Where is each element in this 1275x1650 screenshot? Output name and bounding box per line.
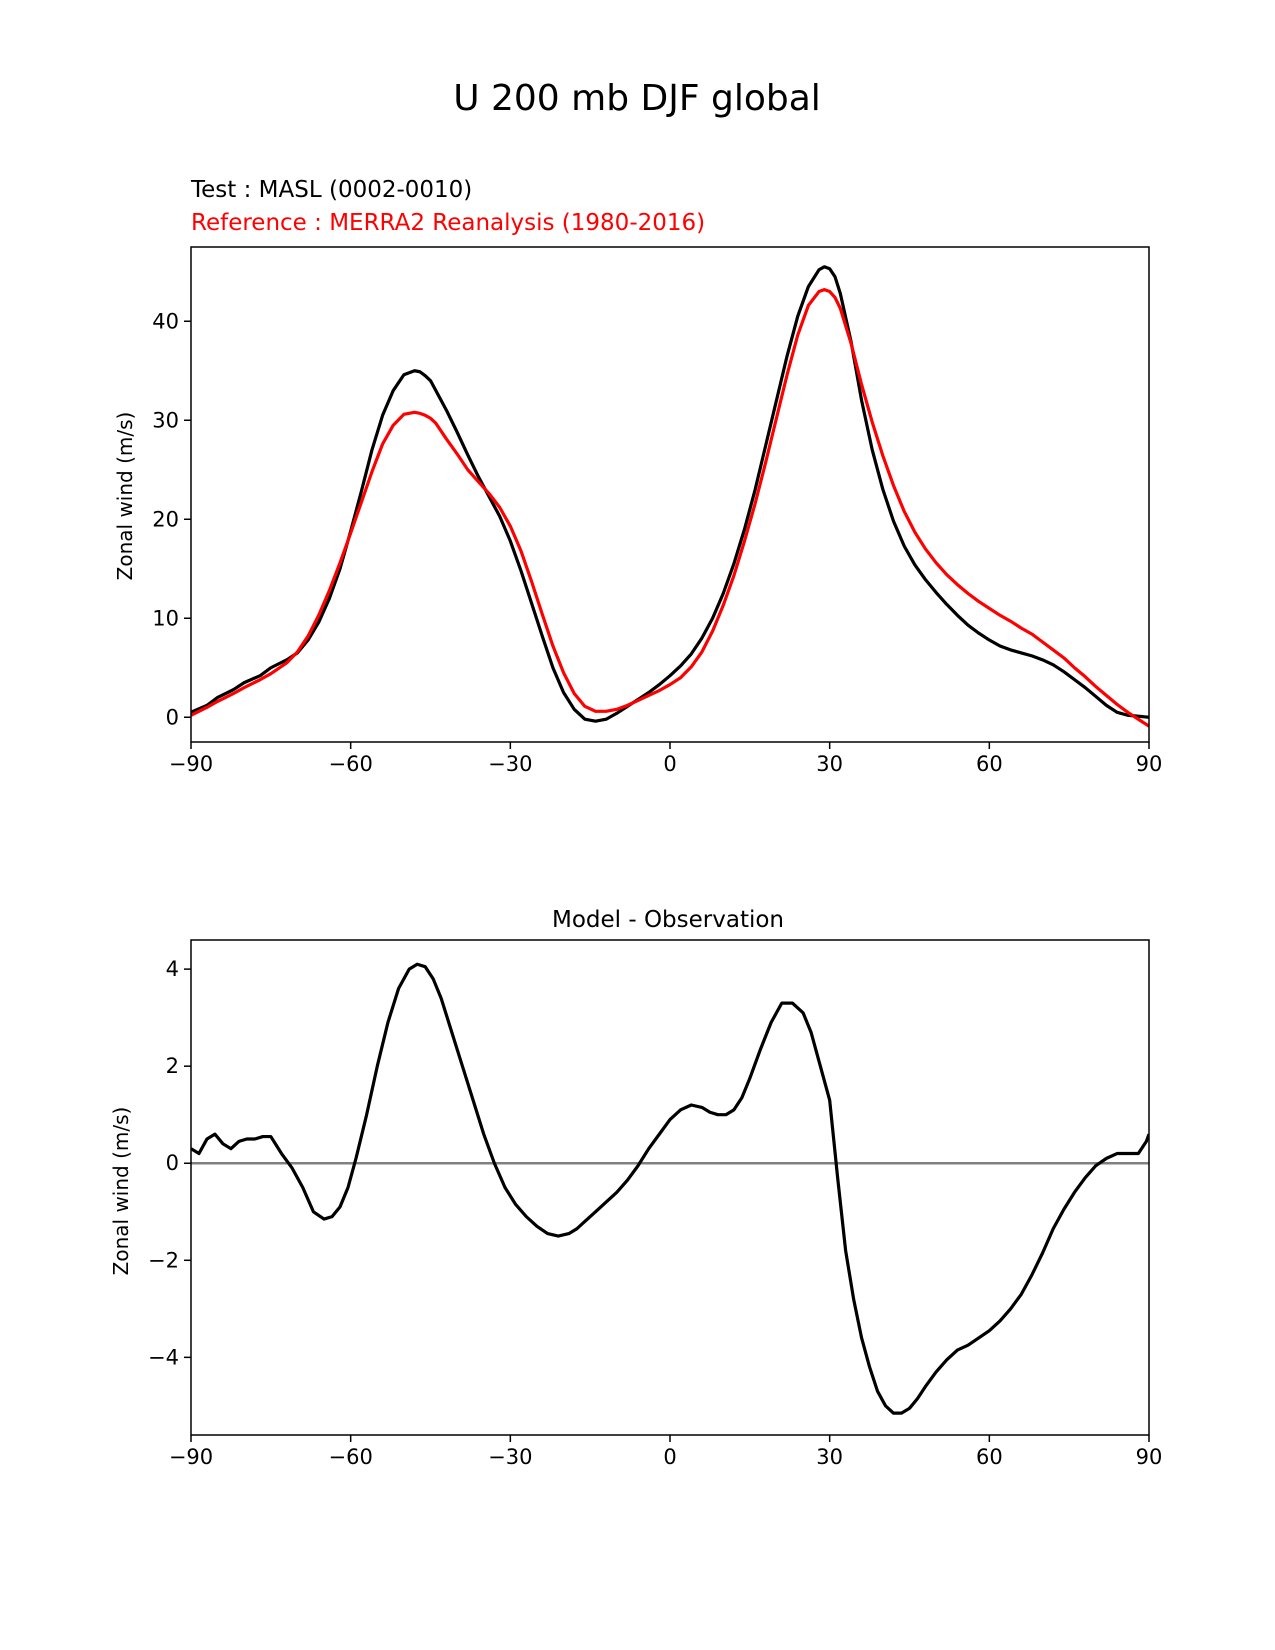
bottom-y-tick-label: 4 xyxy=(166,957,179,981)
top-test-line xyxy=(191,265,1149,723)
bottom-x-tick-label: 90 xyxy=(1136,1445,1163,1469)
top-x-ticks: −90 −60 −30 0 30 60 90 xyxy=(169,742,1163,776)
top-y-tick-label: 10 xyxy=(152,606,179,630)
top-panel: Test : MASL (0002-0010) Reference : MERR… xyxy=(113,177,1162,776)
top-y-axis-label: Zonal wind (m/s) xyxy=(113,412,137,581)
bottom-x-tick-label: 0 xyxy=(663,1445,676,1469)
bottom-y-tick-label: −2 xyxy=(148,1248,179,1272)
bottom-x-ticks: −90 −60 −30 0 30 60 90 xyxy=(169,1435,1163,1469)
test-label: Test : MASL (0002-0010) xyxy=(190,177,472,203)
top-y-ticks: 0 10 20 30 40 xyxy=(152,309,191,729)
top-y-tick-label: 40 xyxy=(152,309,179,333)
bottom-x-tick-label: −60 xyxy=(329,1445,373,1469)
bottom-plot-frame xyxy=(190,939,1150,1436)
bottom-x-tick-label: 60 xyxy=(976,1445,1003,1469)
bottom-y-axis-label: Zonal wind (m/s) xyxy=(109,1107,133,1276)
top-y-tick-label: 0 xyxy=(166,705,179,729)
top-x-tick-label: 60 xyxy=(976,752,1003,776)
top-x-tick-label: 90 xyxy=(1136,752,1163,776)
bottom-y-tick-label: −4 xyxy=(148,1345,179,1369)
top-x-tick-label: 30 xyxy=(816,752,843,776)
bottom-y-ticks: −4 −2 0 2 4 xyxy=(148,957,191,1369)
top-y-tick-label: 20 xyxy=(152,507,179,531)
top-plot-frame xyxy=(190,246,1150,743)
figure-title: U 200 mb DJF global xyxy=(453,78,821,119)
bottom-series xyxy=(191,962,1149,1415)
top-x-tick-label: −30 xyxy=(488,752,532,776)
bottom-x-tick-label: −90 xyxy=(169,1445,213,1469)
top-x-tick-label: −60 xyxy=(329,752,373,776)
bottom-panel: Model - Observation Zonal wind (m/s) −90… xyxy=(109,907,1162,1469)
bottom-x-tick-label: −30 xyxy=(488,1445,532,1469)
top-x-tick-label: 0 xyxy=(663,752,676,776)
reference-label: Reference : MERRA2 Reanalysis (1980-2016… xyxy=(191,210,705,236)
bottom-y-tick-label: 0 xyxy=(166,1151,179,1175)
bottom-difference-line xyxy=(191,962,1149,1415)
bottom-panel-title: Model - Observation xyxy=(552,907,784,933)
top-reference-line xyxy=(191,287,1149,728)
bottom-y-tick-label: 2 xyxy=(166,1054,179,1078)
top-series xyxy=(191,265,1149,728)
top-x-tick-label: −90 xyxy=(169,752,213,776)
top-y-tick-label: 30 xyxy=(152,408,179,432)
bottom-x-tick-label: 30 xyxy=(816,1445,843,1469)
